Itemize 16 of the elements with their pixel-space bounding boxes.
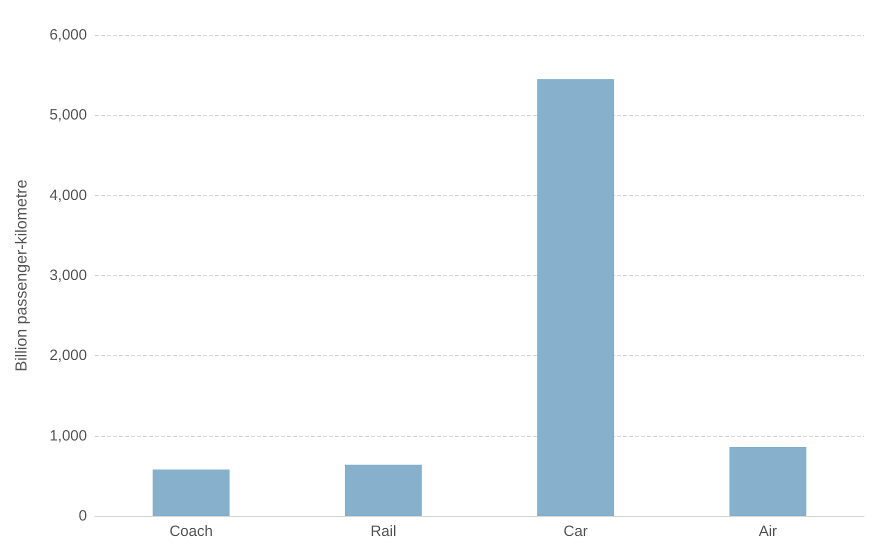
x-tick-label: Rail (370, 523, 396, 540)
y-axis-title: Billion passenger-kilometre (14, 179, 30, 372)
bar (344, 464, 422, 516)
bar (729, 447, 806, 516)
bar (537, 79, 614, 516)
bar (152, 470, 230, 516)
x-tick-label: Air (758, 523, 778, 540)
y-tick-label: 0 (78, 508, 87, 524)
y-tick-label: 1,000 (49, 427, 87, 444)
y-tick-label: 6,000 (49, 26, 87, 44)
y-tick-label: 5,000 (49, 106, 87, 124)
x-tick-label: Coach (169, 523, 213, 540)
y-tick-label: 2,000 (49, 347, 87, 364)
y-tick-label: 3,000 (49, 267, 87, 284)
x-tick-label: Car (564, 523, 588, 540)
y-tick-label: 4,000 (49, 186, 87, 204)
